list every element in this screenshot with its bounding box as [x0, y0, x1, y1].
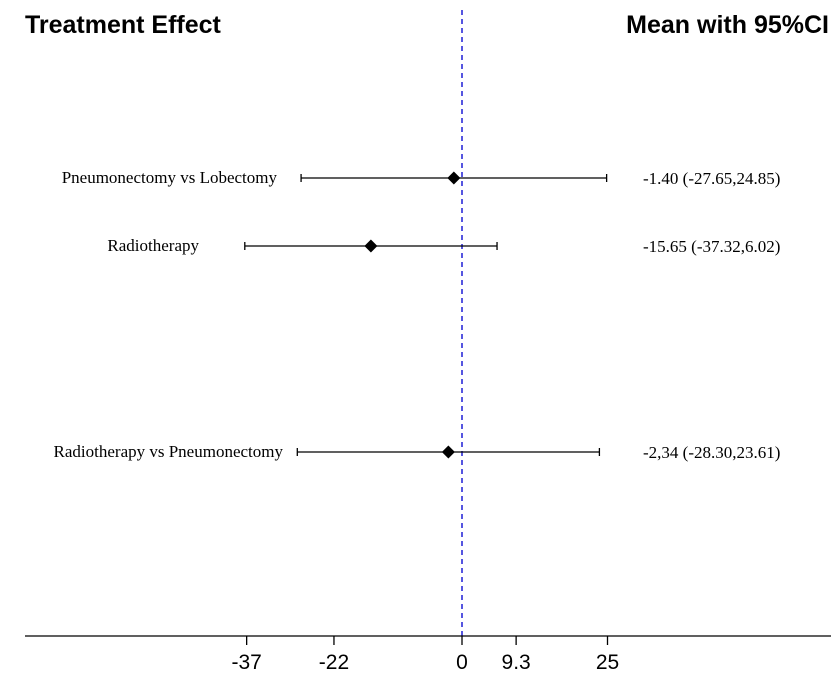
x-tick-label: -22: [319, 651, 349, 674]
forest-row: Radiotherapy vs Pneumonectomy -2,34 (-28.…: [54, 442, 781, 462]
mean-marker: [447, 171, 461, 185]
ci-value-label: -1.40 (-27.65,24.85): [643, 169, 780, 188]
mean-marker: [364, 239, 378, 253]
mean-marker: [441, 445, 455, 459]
right-header: Mean with 95%CI: [626, 11, 829, 39]
x-tick-label: 9.3: [502, 651, 531, 674]
x-tick-label: 25: [596, 651, 619, 674]
x-tick-label: -37: [231, 651, 261, 674]
forest-row: Pneumonectomy vs Lobectomy -1.40 (-27.65,…: [62, 168, 781, 188]
x-axis: -37 -22 0 9.3 25: [25, 635, 831, 674]
rows-layer: Pneumonectomy vs Lobectomy -1.40 (-27.65,…: [54, 10, 781, 636]
x-tick-label: 0: [456, 651, 468, 674]
forest-row: Radiotherapy -15.65 (-37.32,6.02): [107, 236, 780, 256]
ci-value-label: -2,34 (-28.30,23.61): [643, 443, 780, 462]
left-header: Treatment Effect: [25, 11, 222, 39]
ci-value-label: -15.65 (-37.32,6.02): [643, 237, 780, 256]
row-label: Radiotherapy: [107, 236, 199, 255]
row-label: Pneumonectomy vs Lobectomy: [62, 168, 278, 187]
row-label: Radiotherapy vs Pneumonectomy: [54, 442, 284, 461]
